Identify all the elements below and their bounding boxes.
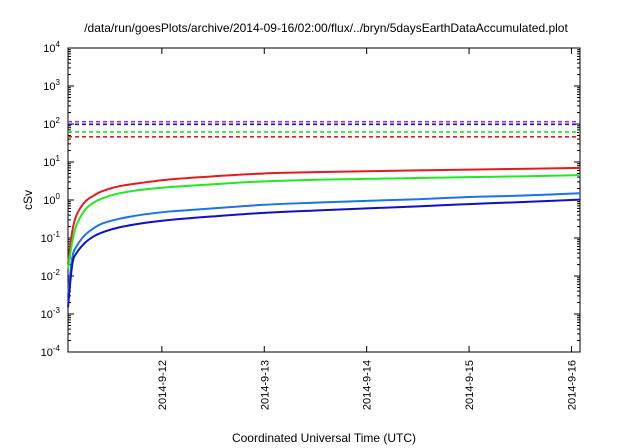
y-tick-label: 10-4 (41, 344, 61, 359)
x-tick-label: 2014-9-14 (362, 360, 374, 410)
y-tick-label: 100 (43, 192, 60, 207)
x-axis: 2014-9-12 2014-9-13 2014-9-14 2014-9-15 2014… (157, 48, 578, 410)
x-tick-label: 2014-9-15 (464, 360, 476, 410)
series-line (67, 166, 581, 265)
y-tick-label: 10-3 (41, 306, 61, 321)
y-axis-label: cSv (21, 190, 35, 210)
plot-area (67, 47, 581, 353)
y-tick-label: 101 (43, 154, 60, 169)
y-tick-label: 10-1 (41, 230, 61, 245)
y-tick-label: 104 (43, 40, 60, 55)
x-tick-label: 2014-9-12 (157, 360, 169, 410)
series-line (67, 174, 581, 270)
y-tick-label: 103 (43, 78, 60, 93)
x-tick-label: 2014-9-16 (566, 360, 578, 410)
y-tick-label: 10-2 (41, 268, 61, 283)
x-tick-label: 2014-9-13 (259, 360, 271, 410)
y-tick-label: 102 (43, 116, 60, 131)
reference-lines (68, 120, 580, 138)
series-line (67, 192, 581, 296)
chart-title: /data/run/goesPlots/archive/2014-09-16/0… (84, 21, 568, 35)
series-line (67, 198, 581, 308)
y-axis: 10-4 10-3 10-2 10-1 100 101 102 103 104 (41, 40, 580, 359)
x-axis-label: Coordinated Universal Time (UTC) (232, 431, 416, 445)
data-series (67, 166, 581, 308)
